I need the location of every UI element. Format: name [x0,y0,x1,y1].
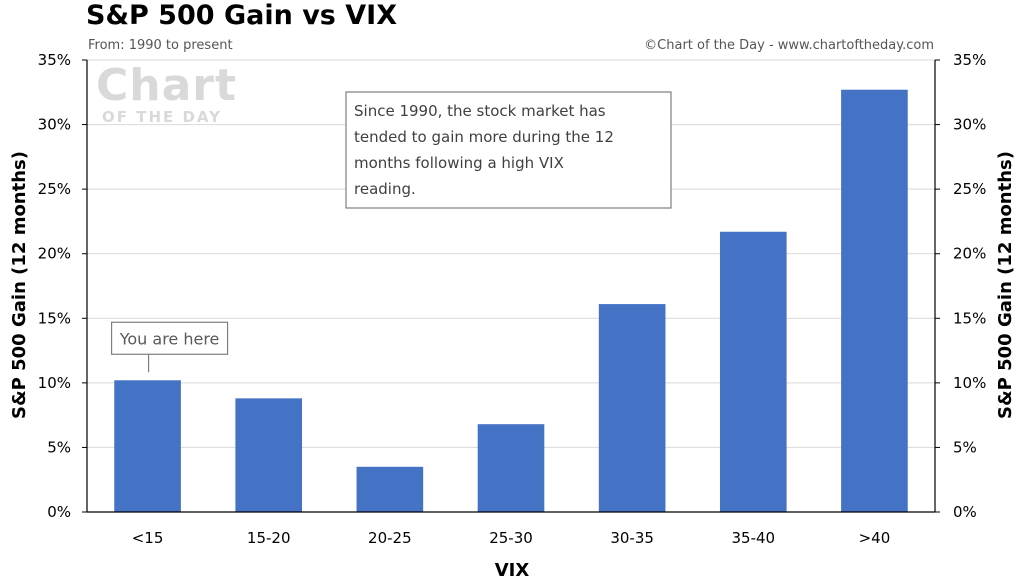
x-tick-label: <15 [132,529,164,547]
bar-7 [841,89,908,513]
annotation-line: reading. [354,180,416,198]
y-tick-label-left: 0% [47,503,71,521]
bar-4 [477,424,545,512]
annotation-line: months following a high VIX [354,154,564,172]
y-tick-label-right: 25% [953,180,986,198]
y-tick-label-right: 15% [953,309,986,327]
bars [114,89,908,513]
bar-1 [114,380,181,512]
y-tick-label-left: 35% [38,51,71,69]
y-axis-title-right: S&P 500 Gain (12 months) [995,151,1016,419]
annotation-line: Since 1990, the stock market has [354,102,606,120]
x-tick-label: 35-40 [731,529,775,547]
y-axis-title-left: S&P 500 Gain (12 months) [9,151,30,419]
chart-title: S&P 500 Gain vs VIX [86,0,398,31]
y-tick-label-left: 5% [47,438,71,456]
callout-border [110,321,229,355]
y-tick-label-right: 5% [953,438,977,456]
y-tick-label-right: 20% [953,245,986,263]
chart-credit: ©Chart of the Day - www.chartoftheday.co… [644,38,934,53]
y-tick-label-right: 35% [953,51,986,69]
chart-subtitle: From: 1990 to present [88,38,233,53]
watermark-logo: Chart OF THE DAY [96,60,238,127]
x-tick-label: 15-20 [247,529,291,547]
labels: 0% 0% 5% 5% 10% 10% 15% 15% 20% 20% 25% 25% 30% 30% 35… [38,51,987,547]
x-tick-label: 25-30 [489,529,533,547]
y-tick-label-left: 30% [38,116,71,134]
y-tick-label-right: 30% [953,116,986,134]
watermark-line2: OF THE DAY [102,108,222,126]
y-tick-label-right: 10% [953,374,986,392]
watermark-line1: Chart [96,60,238,111]
y-tick-label-left: 25% [38,180,71,198]
x-tick-label: >40 [859,529,891,547]
x-axis-title: VIX [495,560,530,581]
annotation-border [345,91,672,209]
x-tick-label: 20-25 [368,529,412,547]
annotation-line: tended to gain more during the 12 [354,128,614,146]
callout-label: You are here [119,329,220,348]
y-tick-label-left: 20% [38,245,71,263]
axes [82,59,940,513]
y-tick-label-right: 0% [953,503,977,521]
x-tick-label: 30-35 [610,529,654,547]
bar-3 [356,466,424,512]
bar-2 [235,398,303,512]
callout-you-are-here: You are here [110,321,229,373]
bar-5 [598,304,666,512]
annotation-box: Since 1990, the stock market has tended t… [345,91,672,209]
bar-6 [719,231,787,512]
y-tick-label-left: 15% [38,309,71,327]
y-tick-label-left: 10% [38,374,71,392]
